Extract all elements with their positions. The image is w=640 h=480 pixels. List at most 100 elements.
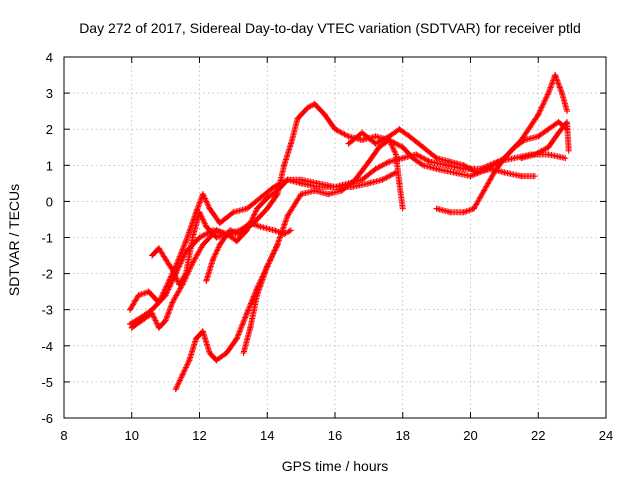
data-point-marker	[243, 310, 250, 317]
data-point-marker	[149, 252, 156, 259]
data-point-marker	[470, 205, 477, 212]
x-tick-label: 8	[60, 428, 67, 443]
data-point-marker	[127, 306, 134, 313]
data-point-marker	[145, 288, 152, 295]
data-point-marker	[257, 223, 264, 230]
y-tick-label: -3	[41, 303, 53, 318]
data-point-marker	[396, 180, 403, 187]
data-point-marker	[399, 144, 406, 151]
data-point-marker	[162, 292, 169, 299]
data-point-marker	[491, 169, 498, 176]
data-point-marker	[564, 118, 571, 125]
data-point-marker	[372, 133, 379, 140]
x-tick-label: 18	[396, 428, 410, 443]
data-point-marker	[352, 176, 359, 183]
data-point-marker	[311, 100, 318, 107]
data-point-marker	[223, 350, 230, 357]
data-point-marker	[420, 144, 427, 151]
data-point-marker	[433, 165, 440, 172]
x-tick-label: 10	[125, 428, 139, 443]
series-markers	[240, 243, 280, 356]
x-tick-label: 14	[260, 428, 274, 443]
data-point-marker	[213, 234, 220, 241]
data-point-marker	[216, 241, 223, 248]
data-point-marker	[372, 140, 379, 147]
data-point-marker	[531, 173, 538, 180]
chart-title: Day 272 of 2017, Sidereal Day-to-day VTE…	[79, 20, 581, 36]
data-point-marker	[287, 140, 294, 147]
data-point-marker	[284, 212, 291, 219]
x-tick-label: 12	[192, 428, 206, 443]
data-point-marker	[169, 266, 176, 273]
data-point-marker	[149, 310, 156, 317]
data-point-marker	[264, 205, 271, 212]
y-tick-label: -2	[41, 267, 53, 282]
y-tick-label: -4	[41, 339, 53, 354]
data-point-marker	[254, 292, 261, 299]
data-point-marker	[182, 238, 189, 245]
grid-layer	[64, 57, 606, 418]
data-point-marker	[376, 144, 383, 151]
data-point-marker	[332, 126, 338, 133]
data-point-marker	[359, 129, 366, 136]
data-point-marker	[518, 173, 525, 180]
data-point-marker	[243, 205, 250, 212]
x-tick-label: 16	[328, 428, 342, 443]
data-point-marker	[193, 335, 200, 342]
x-tick-label: 20	[463, 428, 477, 443]
data-point-marker	[230, 209, 237, 216]
data-point-marker	[359, 176, 366, 183]
data-point-marker	[304, 104, 311, 111]
data-point-marker	[413, 151, 420, 158]
series-track-7	[240, 241, 281, 357]
y-tick-label: 4	[46, 50, 53, 65]
data-point-marker	[564, 108, 571, 115]
data-point-marker	[545, 151, 552, 158]
series-track-6	[203, 227, 244, 284]
data-layer	[127, 72, 572, 393]
series-markers	[127, 72, 570, 328]
data-point-marker	[179, 371, 186, 378]
data-point-marker	[162, 256, 169, 263]
data-point-marker	[552, 72, 559, 79]
data-point-marker	[233, 335, 240, 342]
data-point-marker	[274, 241, 281, 248]
data-point-marker	[182, 270, 189, 277]
data-point-marker	[186, 357, 193, 364]
data-point-marker	[501, 169, 508, 176]
data-point-marker	[271, 227, 278, 234]
data-point-marker	[271, 183, 278, 190]
data-point-marker	[226, 227, 233, 234]
data-point-marker	[555, 129, 562, 136]
data-point-marker	[558, 90, 565, 97]
data-point-marker	[487, 165, 494, 172]
data-point-marker	[392, 151, 399, 158]
data-point-marker	[399, 155, 406, 162]
data-point-marker	[372, 165, 379, 172]
data-point-marker	[433, 155, 440, 162]
data-point-marker	[562, 155, 569, 162]
data-point-marker	[264, 194, 271, 201]
y-axis-title: SDTVAR / TECUs	[6, 184, 22, 296]
data-point-marker	[426, 158, 433, 165]
data-point-marker	[511, 144, 518, 151]
data-point-marker	[257, 194, 264, 201]
data-point-marker	[535, 133, 542, 140]
data-point-marker	[199, 328, 206, 335]
x-tick-label: 22	[531, 428, 545, 443]
data-point-marker	[127, 321, 134, 328]
series-track-8	[345, 126, 538, 180]
data-point-marker	[233, 238, 240, 245]
y-tick-labels: -6 -5 -4 -3 -2 -1 0 1 2 3 4	[41, 50, 53, 426]
data-point-marker	[311, 187, 318, 194]
data-point-marker	[460, 209, 467, 216]
data-point-marker	[298, 180, 305, 187]
data-point-marker	[196, 234, 203, 241]
data-point-marker	[213, 357, 220, 364]
data-point-marker	[138, 317, 145, 324]
data-point-marker	[135, 292, 142, 299]
data-point-marker	[481, 187, 488, 194]
data-point-marker	[518, 155, 525, 162]
data-point-marker	[298, 191, 305, 198]
data-point-marker	[287, 227, 294, 234]
